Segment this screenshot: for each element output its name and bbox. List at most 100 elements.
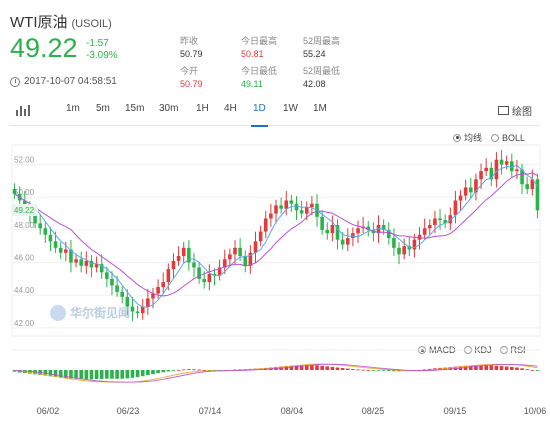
tab-4h[interactable]: 4H: [224, 103, 237, 114]
tab-5m[interactable]: 5m: [96, 103, 110, 114]
stat-52w-high: 52周最高 55.24: [303, 35, 340, 61]
candle-body: [433, 218, 437, 225]
x-tick-label: 06/23: [117, 406, 140, 416]
candle-body: [43, 228, 48, 235]
ma-fast-line: [14, 164, 538, 308]
stat-open: 今开 50.79: [180, 65, 203, 91]
macd-bar: [299, 365, 304, 370]
macd-bar: [53, 370, 58, 377]
main-indicator-legend: 均线 BOLL: [453, 131, 525, 144]
stat-label: 52周最高: [303, 36, 341, 46]
stat-value: 55.24: [303, 49, 326, 59]
stat-label: 今开: [180, 66, 199, 76]
watermark-text: 华尔街见闻: [70, 306, 131, 320]
candle-body: [238, 247, 242, 257]
tab-1d[interactable]: 1D: [251, 103, 268, 127]
draw-icon: [498, 106, 509, 115]
candle-body: [248, 252, 253, 266]
candle-body: [207, 273, 212, 283]
candle-body: [489, 167, 494, 180]
candle-body: [417, 234, 422, 240]
candle-body: [458, 195, 463, 201]
macd-bar: [340, 368, 345, 370]
stat-day-low: 今日最低 49.11: [241, 65, 277, 91]
macd-bar: [289, 365, 294, 370]
candle-body: [499, 159, 504, 165]
candlestick-icon[interactable]: [16, 104, 30, 116]
candle-body: [135, 311, 140, 314]
ma-radio[interactable]: [453, 133, 461, 142]
macd-bar: [530, 370, 535, 371]
candle-body: [330, 224, 335, 234]
draw-button[interactable]: 绘图: [498, 103, 532, 118]
candle-body: [412, 239, 417, 250]
macd-bar: [110, 370, 114, 379]
y-tick-label: 46.00: [14, 254, 35, 263]
boll-radio[interactable]: [491, 133, 500, 142]
tab-1h[interactable]: 1H: [196, 103, 209, 114]
instrument-name: WTI原油: [10, 14, 68, 31]
macd-bar: [207, 370, 212, 371]
macd-bar: [469, 365, 473, 370]
candle-body: [58, 247, 63, 253]
draw-label: 绘图: [512, 107, 532, 118]
stat-label: 今日最低: [241, 66, 278, 76]
macd-bar: [510, 366, 514, 370]
macd-bar: [125, 370, 130, 379]
macd-bar: [99, 370, 104, 379]
candle-body: [510, 161, 514, 172]
macd-bar: [463, 365, 468, 370]
candle-body: [38, 223, 42, 229]
macd-bar: [304, 364, 309, 370]
tab-15m[interactable]: 15m: [125, 103, 145, 114]
candle-body: [110, 278, 114, 286]
ma-slow-line: [14, 172, 538, 297]
macd-bar: [489, 365, 494, 370]
macd-bar: [325, 366, 330, 370]
x-tick-label: 09/15: [444, 406, 467, 416]
candle-body: [422, 228, 427, 235]
macd-bar: [74, 370, 78, 379]
macd-bar: [371, 370, 376, 371]
macd-bar: [171, 370, 176, 371]
x-tick-label: 08/04: [281, 406, 304, 416]
candle-body: [438, 218, 442, 221]
candle-body: [427, 224, 432, 229]
candle-body: [335, 224, 340, 240]
clock-icon: [10, 76, 20, 87]
boll-label: BOLL: [502, 132, 526, 143]
stat-value: 50.81: [241, 49, 264, 59]
plot-frame: [11, 144, 541, 337]
candle-body: [469, 187, 473, 193]
macd-bar: [427, 368, 432, 370]
tab-1month[interactable]: 1M: [313, 103, 327, 114]
macd-bar: [84, 370, 89, 380]
tab-1w[interactable]: 1W: [283, 103, 298, 114]
macd-bar: [484, 365, 488, 370]
stat-prev-close: 昨收 50.79: [180, 35, 203, 61]
macd-bar: [504, 366, 509, 370]
tab-30m[interactable]: 30m: [159, 103, 179, 114]
candle-body: [535, 179, 540, 211]
candle-body: [345, 238, 350, 245]
candle-body: [12, 189, 17, 194]
x-tick-label: 08/25: [362, 406, 385, 416]
update-time: 2017-10-07 04:58:51: [10, 76, 117, 87]
candle-body: [269, 213, 273, 219]
macd-bar: [89, 370, 94, 380]
candle-body: [48, 234, 53, 242]
macd-bar: [422, 369, 427, 371]
candle-body: [212, 273, 217, 276]
x-tick-label: 06/02: [37, 406, 60, 416]
macd-bar: [535, 370, 540, 371]
stat-value: 49.11: [241, 79, 263, 89]
macd-bar: [351, 369, 355, 370]
tab-1m[interactable]: 1m: [66, 103, 80, 114]
candle-body: [279, 205, 283, 209]
candle-body: [525, 184, 529, 190]
candle-body: [202, 278, 207, 283]
candle-body: [228, 254, 232, 260]
candle-body: [320, 216, 324, 230]
macd-dif-line: [14, 363, 538, 383]
